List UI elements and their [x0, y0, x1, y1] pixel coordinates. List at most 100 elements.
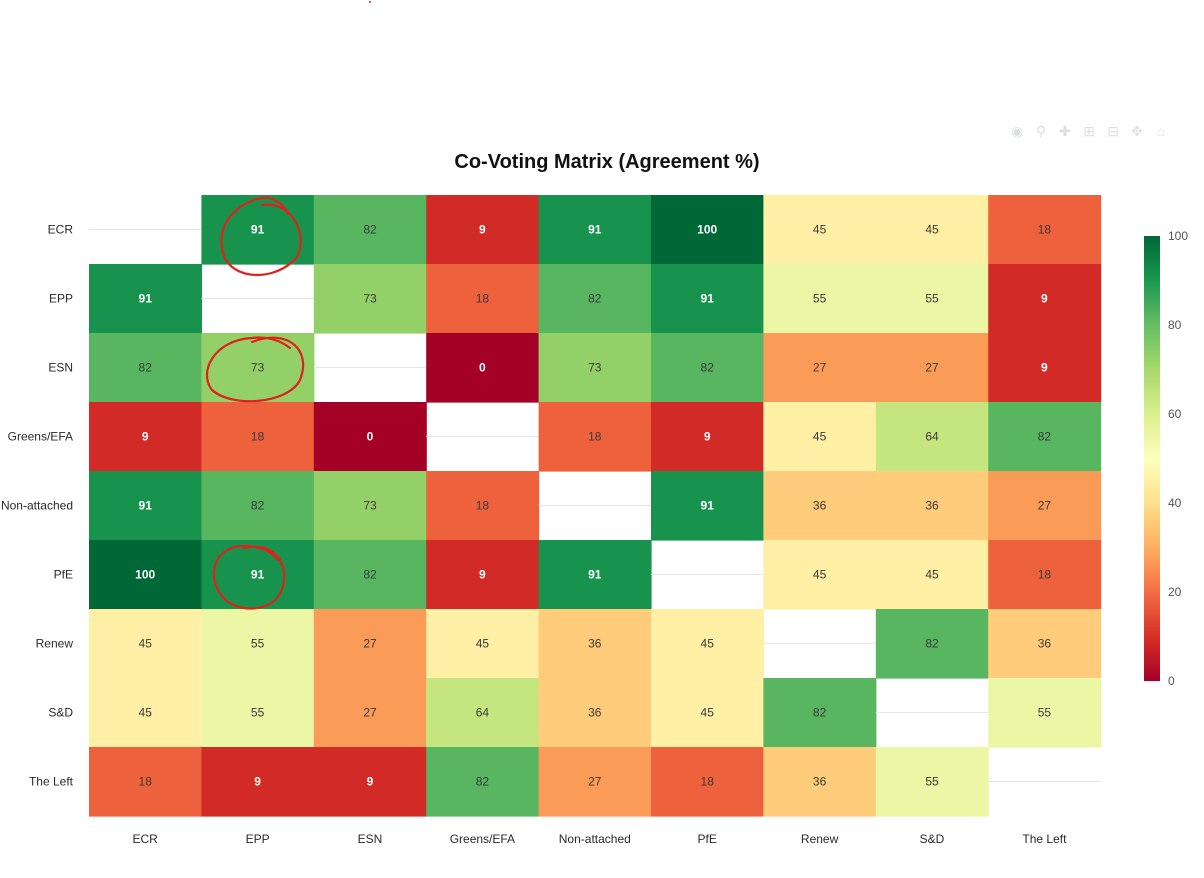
cell-value-label: 82	[363, 568, 377, 582]
heatmap-cell[interactable]	[651, 264, 764, 334]
cell-value-label: 45	[139, 706, 153, 720]
heatmap-cell[interactable]	[89, 678, 202, 748]
heatmap-cell[interactable]	[763, 747, 877, 817]
heatmap-cell[interactable]	[651, 471, 764, 541]
heatmap-cell[interactable]	[313, 678, 427, 748]
heatmap-cell[interactable]	[651, 747, 764, 817]
heatmap-cell[interactable]	[313, 747, 427, 817]
heatmap-cell[interactable]	[313, 402, 427, 472]
heatmap-cell[interactable]	[201, 402, 315, 472]
cell-value-label: 27	[363, 706, 377, 720]
heatmap-cell[interactable]	[426, 471, 540, 541]
heatmap-cell[interactable]	[313, 471, 427, 541]
heatmap-cell[interactable]	[89, 471, 202, 541]
heatmap-cell[interactable]	[763, 471, 877, 541]
heatmap-cell[interactable]	[313, 540, 427, 610]
heatmap-cell[interactable]	[538, 747, 652, 817]
heatmap-cell[interactable]	[763, 333, 877, 403]
heatmap-cell[interactable]	[763, 264, 877, 334]
heatmap-cell[interactable]	[89, 402, 202, 472]
heatmap-cell[interactable]	[988, 540, 1102, 610]
heatmap-cell[interactable]	[201, 678, 315, 748]
pan-icon[interactable]: ✚	[1059, 122, 1071, 139]
heatmap-cell[interactable]	[538, 333, 652, 403]
colorbar-tick-label: 20	[1168, 585, 1182, 599]
heatmap-cell[interactable]	[651, 402, 764, 472]
stray-mark	[369, 1, 371, 3]
heatmap-cell[interactable]	[201, 195, 315, 265]
heatmap-cell[interactable]	[651, 195, 764, 265]
chart-title: Co-Voting Matrix (Agreement %)	[454, 151, 759, 173]
heatmap-cell[interactable]	[201, 471, 315, 541]
heatmap-cell[interactable]	[538, 540, 652, 610]
cell-value-label: 82	[251, 499, 265, 513]
zoom-out-icon[interactable]: ⊟	[1107, 122, 1119, 139]
heatmap-cell[interactable]	[313, 195, 427, 265]
heatmap-cell[interactable]	[763, 678, 877, 748]
heatmap-cell[interactable]	[426, 540, 540, 610]
heatmap-cell[interactable]	[651, 678, 764, 748]
heatmap-cell[interactable]	[89, 609, 202, 679]
heatmap-cell[interactable]	[201, 747, 315, 817]
autoscale-icon[interactable]: ✥	[1131, 122, 1143, 139]
y-tick-label: Non-attached	[1, 499, 73, 513]
heatmap-cell[interactable]	[875, 264, 989, 334]
heatmap-cell[interactable]	[875, 195, 989, 265]
heatmap-cell[interactable]	[988, 264, 1102, 334]
cell-value-label: 45	[813, 430, 827, 444]
heatmap-cell[interactable]	[426, 609, 540, 679]
heatmap-cell[interactable]	[988, 609, 1102, 679]
cell-value-label: 9	[479, 568, 486, 582]
heatmap-cell[interactable]	[651, 609, 764, 679]
zoom-icon[interactable]: ⚲	[1035, 122, 1047, 139]
x-tick-label: Non-attached	[559, 832, 631, 846]
heatmap-cell[interactable]	[988, 402, 1102, 472]
cell-value-label: 91	[701, 292, 715, 306]
x-tick-label: EPP	[246, 832, 270, 846]
heatmap-cell[interactable]	[313, 609, 427, 679]
heatmap-cell[interactable]	[201, 609, 315, 679]
heatmap-cell[interactable]	[875, 402, 989, 472]
cell-value-label: 9	[367, 775, 374, 789]
heatmap-cell[interactable]	[89, 540, 202, 610]
heatmap-cell[interactable]	[426, 195, 540, 265]
heatmap-cell[interactable]	[426, 747, 540, 817]
heatmap-cell[interactable]	[875, 471, 989, 541]
heatmap-cell[interactable]	[875, 333, 989, 403]
heatmap-cell[interactable]	[988, 195, 1102, 265]
zoom-in-icon[interactable]: ⊞	[1083, 122, 1095, 139]
heatmap-cell[interactable]	[988, 471, 1102, 541]
heatmap-cell[interactable]	[988, 333, 1102, 403]
heatmap-cell[interactable]	[538, 264, 652, 334]
heatmap-cell[interactable]	[763, 402, 877, 472]
heatmap-cell[interactable]	[875, 540, 989, 610]
camera-icon[interactable]: ◉	[1010, 122, 1024, 139]
cell-value-label: 73	[588, 361, 602, 375]
heatmap-cell[interactable]	[763, 195, 877, 265]
heatmap-cell[interactable]	[988, 678, 1102, 748]
heatmap-cell[interactable]	[538, 678, 652, 748]
heatmap-cell[interactable]	[89, 747, 202, 817]
heatmap-cell[interactable]	[89, 333, 202, 403]
cell-value-label: 91	[588, 223, 602, 237]
heatmap-cell[interactable]	[875, 609, 989, 679]
heatmap-cell[interactable]	[763, 540, 877, 610]
heatmap-cell[interactable]	[875, 747, 989, 817]
cell-value-label: 91	[139, 292, 153, 306]
cell-value-label: 18	[476, 499, 490, 513]
cell-value-label: 18	[701, 775, 715, 789]
heatmap-cell[interactable]	[313, 264, 427, 334]
reset-icon[interactable]: ⌂	[1156, 123, 1166, 139]
heatmap-cell[interactable]	[201, 540, 315, 610]
heatmap-cell[interactable]	[538, 195, 652, 265]
cell-value-label: 82	[139, 361, 153, 375]
cell-value-label: 18	[588, 430, 602, 444]
heatmap-cell[interactable]	[651, 333, 764, 403]
heatmap-cell[interactable]	[426, 333, 540, 403]
heatmap-cell[interactable]	[426, 678, 540, 748]
heatmap-cell[interactable]	[89, 264, 202, 334]
cell-value-label: 18	[251, 430, 265, 444]
heatmap-cell[interactable]	[426, 264, 540, 334]
heatmap-cell[interactable]	[538, 609, 652, 679]
heatmap-cell[interactable]	[538, 402, 652, 472]
